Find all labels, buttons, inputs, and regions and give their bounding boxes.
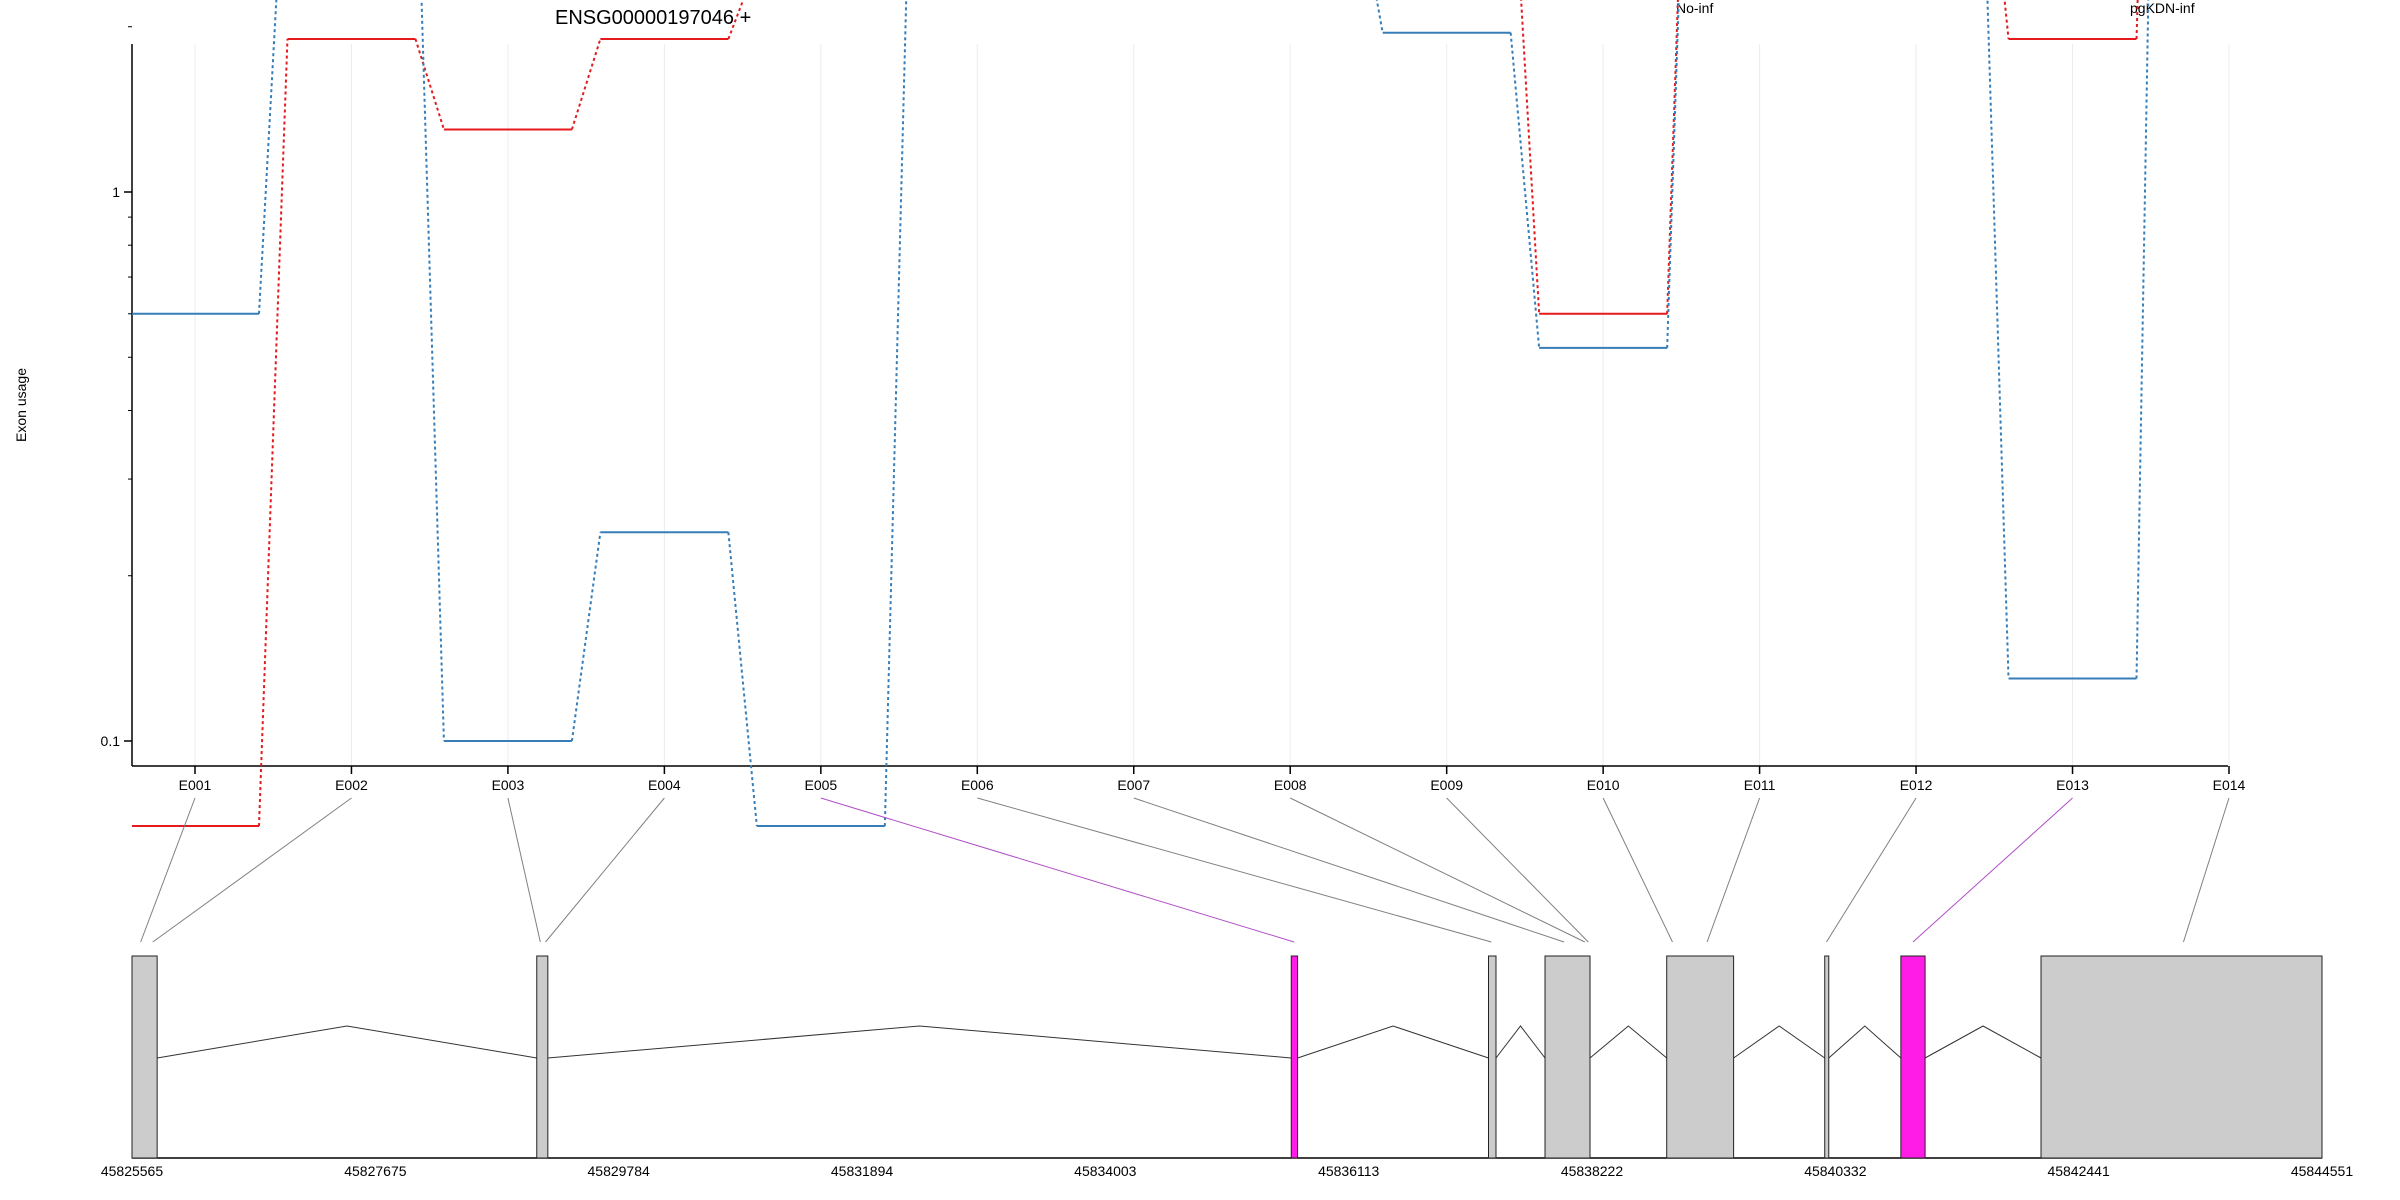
series-transition: [1666, 0, 1679, 314]
x-tick-label: E011: [1744, 777, 1776, 793]
intron-line: [1589, 1025, 1668, 1059]
intron-line: [157, 1025, 537, 1059]
x-tick-label: E001: [179, 777, 212, 793]
exon-connector: [507, 797, 541, 943]
series-transition: [2135, 0, 2150, 679]
exon-block: [1544, 955, 1591, 1159]
intron-line: [1297, 1025, 1489, 1059]
series-transition: [1509, 32, 1541, 349]
grid-lines: [194, 44, 2230, 766]
x-tick-label: E005: [804, 777, 837, 793]
y-tick-label: 0.1: [101, 733, 121, 749]
x-tick-label: E012: [1900, 777, 1933, 793]
legend-label-no-inf: No-inf: [1676, 0, 1713, 16]
exon-connector: [2182, 797, 2230, 943]
series-transition: [258, 0, 278, 314]
series-transition: [727, 0, 745, 40]
series-lines: [132, 0, 2150, 828]
coordinate-label: 45838222: [1561, 1163, 1624, 1179]
exon-connector: [1826, 797, 1917, 943]
series-transition: [727, 532, 758, 827]
series-transition: [1986, 0, 2010, 679]
coordinate-label: 45844551: [2291, 1163, 2354, 1179]
highlighted-exon-block: [1290, 955, 1299, 1159]
axes: 0.1110203050100E001E002E003E004E005E006E…: [101, 26, 2246, 793]
x-tick-label: E008: [1274, 777, 1307, 793]
coordinate-label: 45827675: [344, 1163, 407, 1179]
coordinate-label: 45840332: [1804, 1163, 1867, 1179]
exon-connector: [820, 797, 1295, 943]
intron-line: [1924, 1025, 2042, 1059]
series-transition: [570, 532, 602, 742]
x-tick-label: E014: [2213, 777, 2246, 793]
x-tick-label: E006: [961, 777, 994, 793]
highlighted-exon-block: [1900, 955, 1926, 1159]
coordinate-label: 45836113: [1318, 1163, 1379, 1179]
x-tick-label: E002: [335, 777, 368, 793]
exon-connector: [1912, 797, 2073, 943]
intron-line: [1828, 1025, 1902, 1059]
x-tick-label: E009: [1430, 777, 1463, 793]
exon-connector: [1446, 797, 1589, 943]
series-transition: [2003, 0, 2010, 40]
chart-title: ENSG00000197046 +: [555, 7, 751, 29]
legend-label-pgkdn-inf: pgKDN-inf: [2130, 0, 2195, 16]
exon-connector: [140, 797, 196, 943]
series-transition: [1375, 0, 1384, 33]
x-tick-label: E004: [648, 777, 681, 793]
x-tick-label: E007: [1117, 777, 1150, 793]
intron-line: [547, 1025, 1292, 1059]
series-transition: [414, 38, 445, 130]
x-tick-label: E003: [492, 777, 525, 793]
y-axis-label: Exon usage: [13, 368, 29, 442]
coordinate-label: 45842441: [2047, 1163, 2110, 1179]
intron-line: [1733, 1025, 1826, 1059]
exon-block: [536, 955, 549, 1159]
series-transition: [1520, 0, 1541, 314]
series-transition: [570, 38, 602, 130]
exon-connector: [1290, 797, 1586, 943]
exon-connectors: [140, 797, 2230, 943]
series-transition: [420, 0, 445, 742]
x-tick-label: E013: [2056, 777, 2089, 793]
coordinate-label: 45825565: [101, 1163, 164, 1179]
exon-block: [1487, 955, 1497, 1159]
coordinate-label: 45829784: [588, 1163, 651, 1179]
exon-connector: [1602, 797, 1673, 943]
coordinate-label: 45834003: [1074, 1163, 1137, 1179]
exon-block: [1666, 955, 1735, 1159]
series-transition: [883, 0, 908, 827]
coordinate-label: 45831894: [831, 1163, 894, 1179]
exon-connector: [152, 797, 352, 943]
exon-block: [2040, 955, 2323, 1159]
exon-connector: [1706, 797, 1761, 943]
series-transition: [258, 38, 289, 827]
intron-line: [1495, 1025, 1546, 1059]
exon-block: [1824, 955, 1830, 1159]
x-tick-label: E010: [1587, 777, 1620, 793]
exon-connector: [977, 797, 1492, 943]
gene-model: 45825565 45827675 45829784 45831894 45834003…: [101, 955, 2354, 1179]
exon-block: [131, 955, 158, 1159]
exon-connector: [1133, 797, 1565, 943]
y-tick-label: 1: [112, 184, 120, 200]
exon-connector: [545, 797, 665, 943]
